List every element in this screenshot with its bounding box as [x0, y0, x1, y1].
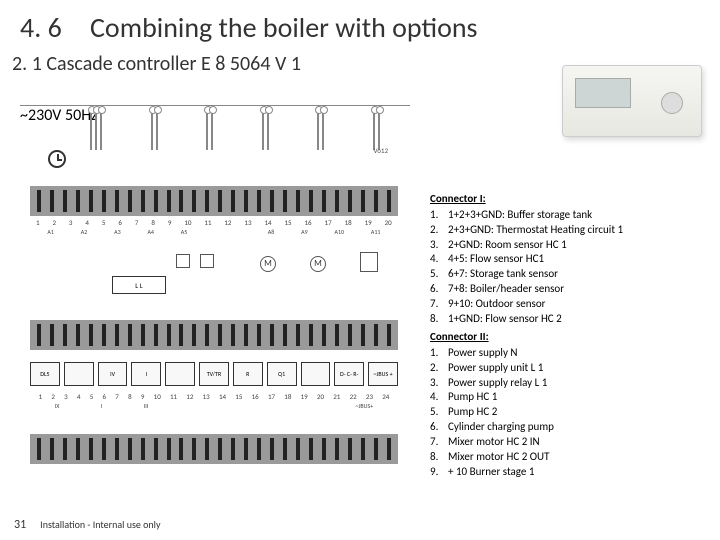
- connector-item: 4.Pump HC 1: [430, 390, 710, 405]
- segment-cell: [165, 362, 195, 386]
- vo12-label: Vo12: [374, 146, 388, 155]
- connector-item: 8.1+GND: Flow sensor HC 2: [430, 312, 710, 327]
- terminal-block-2: [30, 320, 398, 350]
- segment-cell: IV: [98, 362, 128, 386]
- pump-icon-2: [176, 254, 190, 268]
- motor-1-icon: M: [260, 256, 276, 272]
- mid-symbols: M M: [20, 246, 410, 306]
- connector-item: 1.Power supply N: [430, 346, 710, 361]
- terminal-block-1: [30, 186, 398, 216]
- segment-cell: ~JBUS +: [368, 362, 398, 386]
- connector-1-list: 1.1+2+3+GND: Buffer storage tank2.2+3+GN…: [430, 208, 710, 327]
- segment-cell: [64, 362, 94, 386]
- terminal-numbers-top: 1234567891011121314151617181920: [34, 218, 394, 227]
- connector-1-title: Connector I:: [430, 192, 710, 207]
- page-number: 31: [14, 518, 26, 532]
- connector-item: 9.+ 10 Burner stage 1: [430, 465, 710, 480]
- connector-item: 5.Pump HC 2: [430, 405, 710, 420]
- wire-top-row: [90, 110, 380, 152]
- segment-cell: I: [131, 362, 161, 386]
- ll-box: L L: [112, 276, 166, 294]
- controller-photo-knob: [661, 92, 683, 114]
- connector-2-panel: Connector II: 1.Power supply N2.Power su…: [430, 330, 710, 479]
- connector-item: 4.4+5: Flow sensor HC1: [430, 252, 710, 267]
- footer: 31 Installation - Internal use only: [14, 518, 160, 532]
- terminal-labels-bot: IXIIII~JBUS+: [34, 402, 394, 410]
- terminal-labels-top: A1A2A3A4A5A8A9A10A11: [34, 228, 394, 236]
- connector-item: 7.Mixer motor HC 2 IN: [430, 435, 710, 450]
- connector-2-title: Connector II:: [430, 330, 710, 345]
- motor-2-icon: M: [310, 256, 326, 272]
- segment-cell: Q1: [267, 362, 297, 386]
- controller-photo: [562, 65, 702, 137]
- clock-icon: [48, 150, 66, 168]
- load-icon: [360, 252, 378, 272]
- section-number: 4. 6: [20, 10, 90, 45]
- connector-item: 6.7+8: Boiler/header sensor: [430, 282, 710, 297]
- controller-photo-screen: [575, 78, 631, 108]
- section-title: Combining the boiler with options: [90, 10, 478, 45]
- connector-2-list: 1.Power supply N2.Power supply unit L 13…: [430, 346, 710, 480]
- connector-item: 3.Power supply relay L 1: [430, 376, 710, 391]
- segment-cell: [301, 362, 331, 386]
- segment-cell: TV/TR: [199, 362, 229, 386]
- connector-item: 8.Mixer motor HC 2 OUT: [430, 450, 710, 465]
- connector-1-panel: Connector I: 1.1+2+3+GND: Buffer storage…: [430, 192, 710, 327]
- connector-item: 2.2+3+GND: Thermostat Heating circuit 1: [430, 223, 710, 238]
- segment-cell: DL5: [30, 362, 60, 386]
- connector-item: 2.Power supply unit L 1: [430, 361, 710, 376]
- segment-cell: D- C- R-: [334, 362, 364, 386]
- segment-cell: R: [233, 362, 263, 386]
- terminal-numbers-bot: 123456789101112131415161718192021222324: [34, 392, 394, 401]
- connector-item: 3.2+GND: Room sensor HC 1: [430, 238, 710, 253]
- slide-header: 4. 6 Combining the boiler with options: [0, 0, 720, 50]
- segment-row: DL5 IVI TV/TRRQ1 D- C- R-~JBUS +: [30, 362, 398, 386]
- connector-item: 1.1+2+3+GND: Buffer storage tank: [430, 208, 710, 223]
- connector-item: 6.Cylinder charging pump: [430, 420, 710, 435]
- pump-icon-1: [200, 254, 214, 268]
- wiring-diagram: Vo12 1234567891011121314151617181920 A1A…: [20, 105, 410, 465]
- connector-item: 7.9+10: Outdoor sensor: [430, 297, 710, 312]
- terminal-block-3: [30, 434, 398, 464]
- footer-text: Installation - Internal use only: [40, 518, 160, 531]
- connector-item: 5.6+7: Storage tank sensor: [430, 267, 710, 282]
